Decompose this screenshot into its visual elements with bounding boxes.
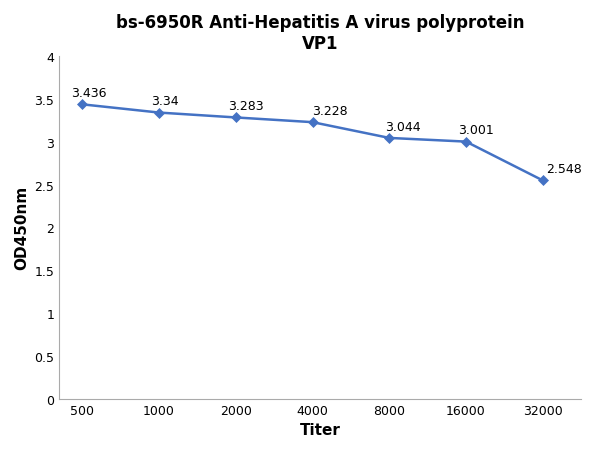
Text: 3.34: 3.34 [151, 95, 179, 108]
X-axis label: Titer: Titer [300, 422, 341, 437]
Y-axis label: OD450nm: OD450nm [14, 186, 29, 270]
Text: 2.548: 2.548 [547, 163, 583, 176]
Text: 3.001: 3.001 [458, 124, 494, 137]
Title: bs-6950R Anti-Hepatitis A virus polyprotein
VP1: bs-6950R Anti-Hepatitis A virus polyprot… [116, 14, 524, 53]
Text: 3.044: 3.044 [385, 120, 421, 133]
Text: 3.436: 3.436 [71, 87, 106, 100]
Text: 3.283: 3.283 [228, 100, 264, 113]
Text: 3.228: 3.228 [313, 105, 348, 118]
